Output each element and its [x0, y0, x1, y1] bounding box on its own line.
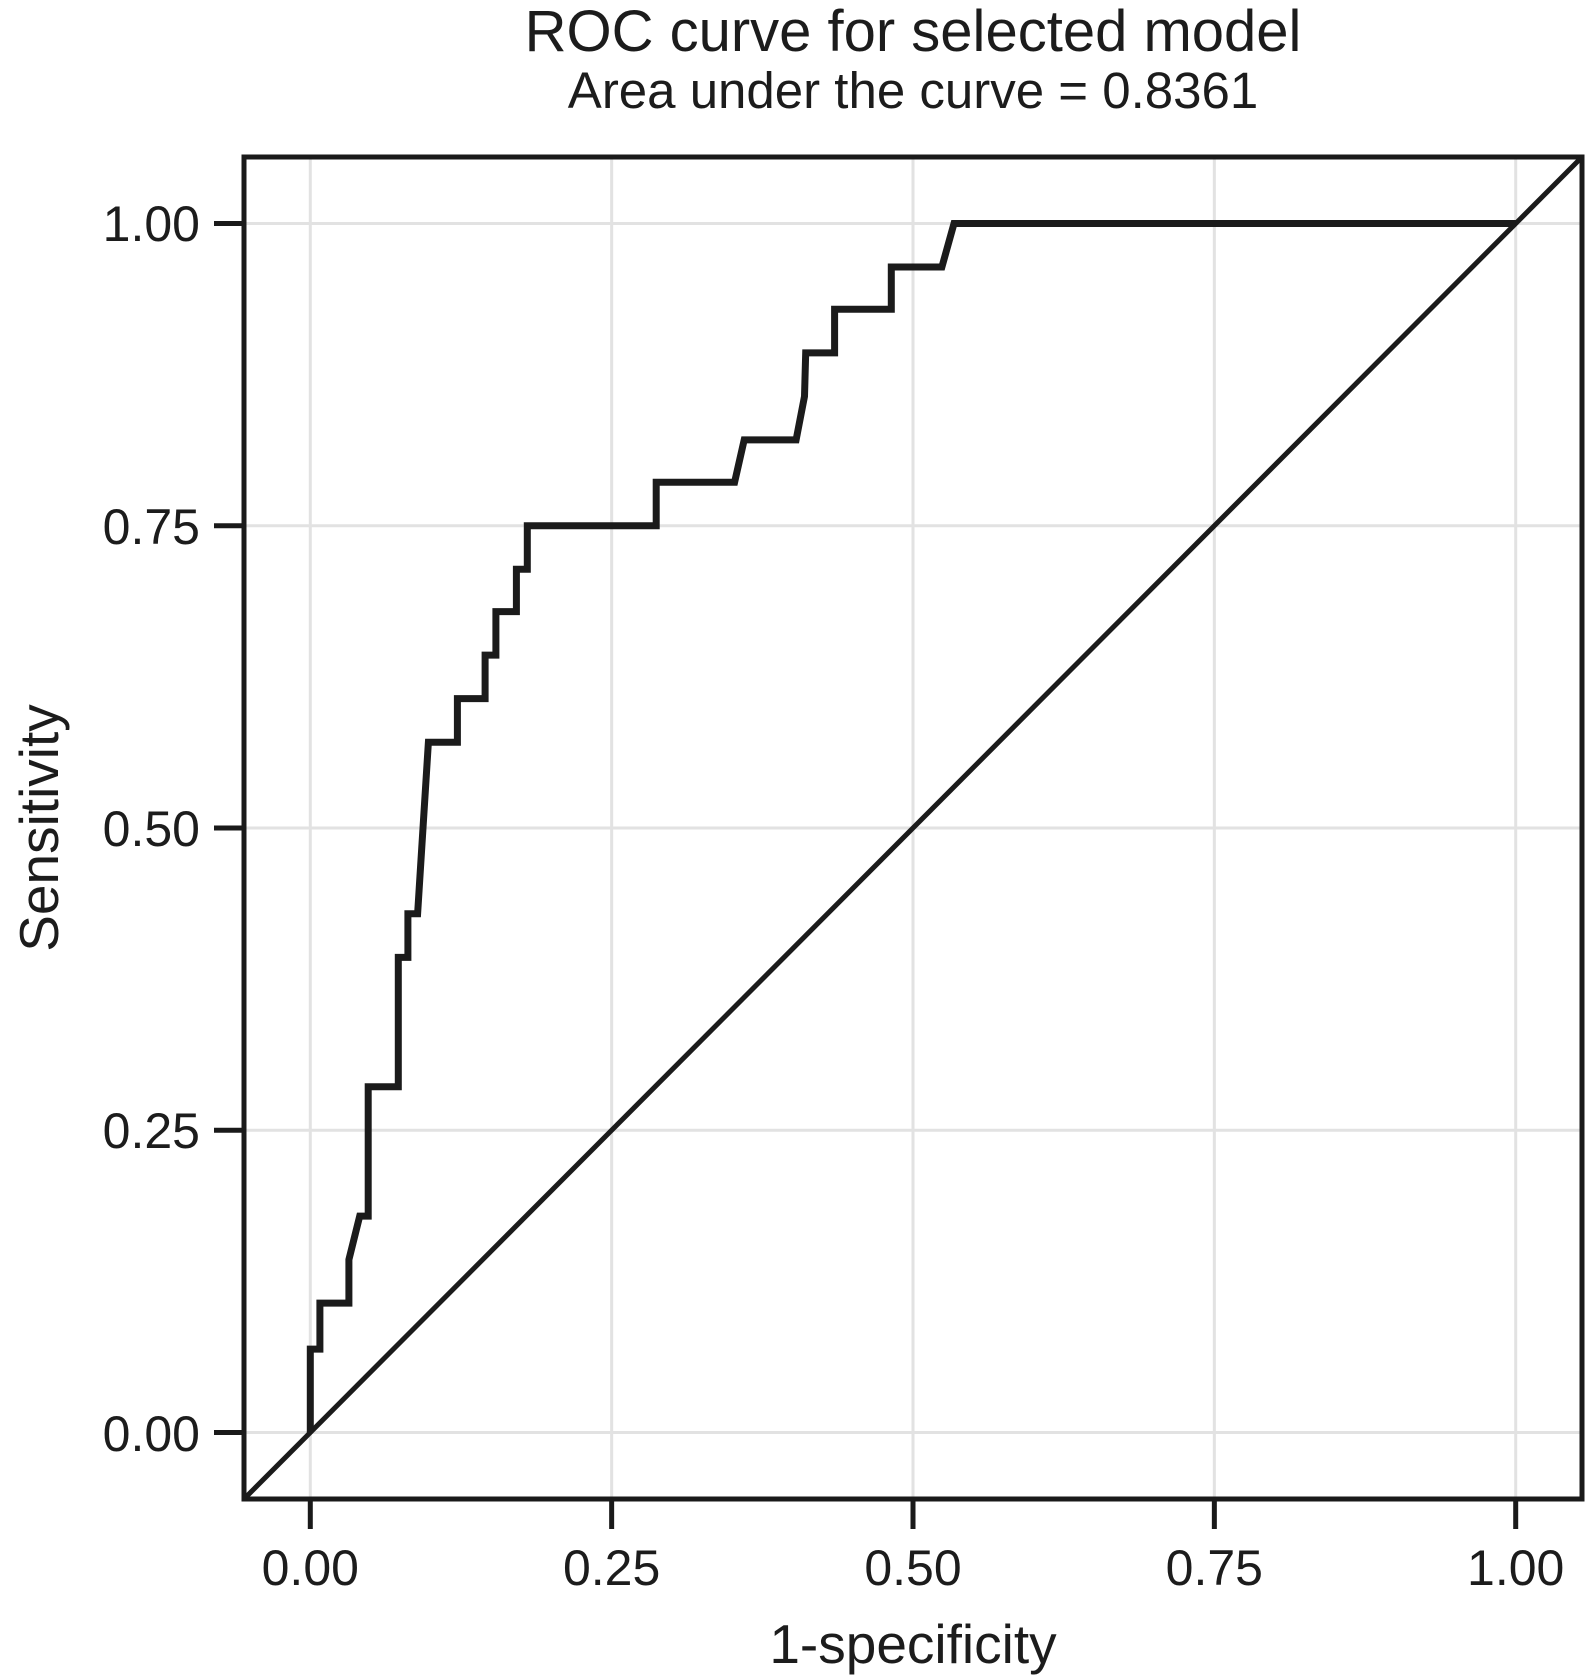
x-tick-label: 1.00 — [1467, 1540, 1565, 1596]
panel-border — [241, 154, 1585, 1502]
chart-title: ROC curve for selected model — [524, 0, 1302, 64]
x-tick-label: 0.00 — [261, 1540, 359, 1596]
reference-diagonal-line — [242, 155, 1584, 1501]
y-tick-label: 0.50 — [102, 801, 200, 857]
x-tick-label: 0.25 — [562, 1540, 661, 1596]
chart-subtitle: Area under the curve = 0.8361 — [567, 62, 1259, 119]
y-tick-label: 0.75 — [102, 498, 200, 555]
x-tick-label: 0.75 — [1165, 1540, 1263, 1596]
roc-curve-line — [306, 220, 1516, 1433]
y-tick-label: 1.00 — [102, 196, 200, 253]
x-tick-label: 0.50 — [864, 1540, 962, 1596]
y-tick-label: 0.00 — [102, 1405, 200, 1462]
x-axis-title: 1-specificity — [769, 1613, 1057, 1675]
y-tick-label: 0.25 — [102, 1103, 200, 1160]
